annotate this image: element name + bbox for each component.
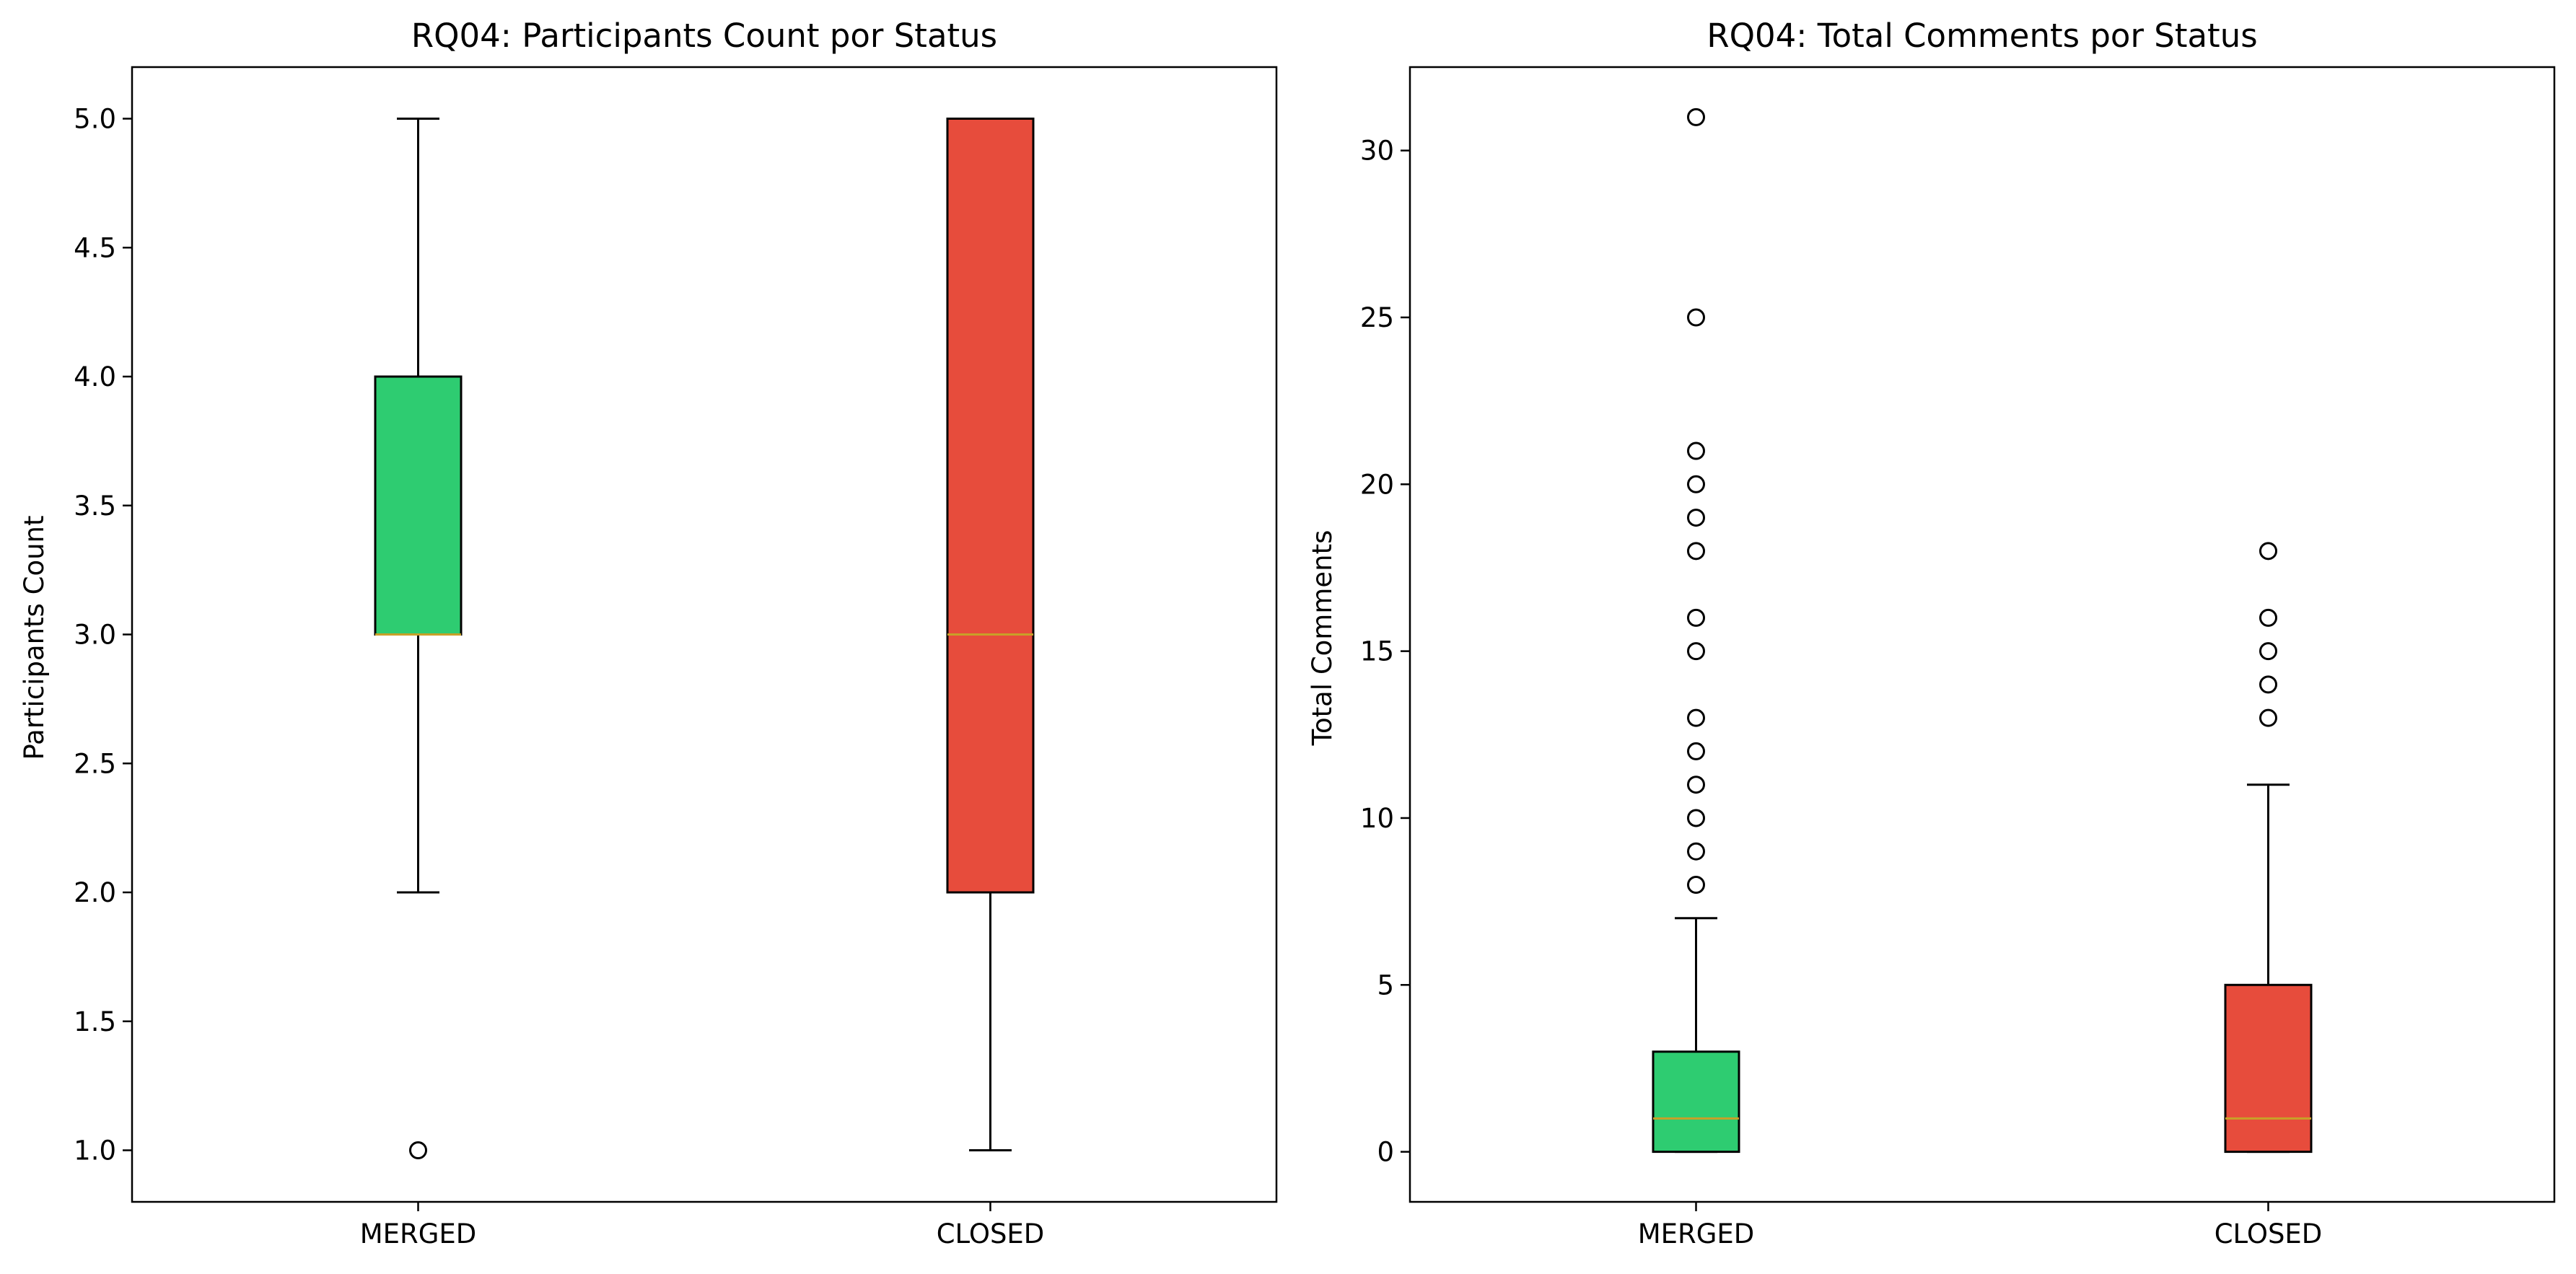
y-tick-label: 3.0	[74, 620, 116, 651]
outlier-point	[1687, 776, 1705, 794]
x-tick-label: MERGED	[360, 1218, 477, 1249]
outlier-point	[2259, 608, 2277, 627]
x-tick-label: MERGED	[1638, 1218, 1755, 1249]
y-tick-label: 25	[1360, 302, 1394, 333]
y-tick-label: 3.5	[74, 491, 116, 522]
outlier-point	[2259, 675, 2277, 694]
y-tick-label: 15	[1360, 636, 1394, 667]
box-merged	[374, 118, 463, 1159]
outlier-point	[1687, 107, 1705, 126]
y-tick-label: 4.5	[74, 232, 116, 263]
outlier-point	[1687, 742, 1705, 760]
outlier-point	[409, 1141, 427, 1159]
outlier-point	[1687, 708, 1705, 727]
outlier-point	[1687, 608, 1705, 627]
outlier-point	[1687, 475, 1705, 493]
y-tick-label: 5	[1377, 970, 1394, 1001]
y-tick-label: 5.0	[74, 104, 116, 135]
y-tick-label: 4.0	[74, 361, 116, 392]
x-tick-label: CLOSED	[937, 1218, 1045, 1249]
y-axis-label: Total Comments	[1307, 530, 1338, 747]
outlier-point	[2259, 708, 2277, 727]
chart-title: RQ04: Total Comments por Status	[1707, 17, 2257, 55]
chart-title: RQ04: Participants Count por Status	[411, 17, 997, 55]
outlier-point	[1687, 308, 1705, 327]
plot-frame	[131, 66, 1278, 1203]
outlier-point	[1687, 542, 1705, 561]
participants-count-chart: RQ04: Participants Count por Status Part…	[19, 17, 1278, 1249]
box-closed	[2224, 542, 2313, 1154]
x-tick-label: CLOSED	[2214, 1218, 2323, 1249]
y-tick-label: 10	[1360, 803, 1394, 834]
y-tick-label: 20	[1360, 469, 1394, 500]
y-tick-label: 30	[1360, 136, 1394, 167]
box-body	[2224, 983, 2313, 1154]
outlier-point	[2259, 542, 2277, 561]
outlier-point	[1687, 809, 1705, 827]
y-tick-label: 1.5	[74, 1006, 116, 1037]
box-merged	[1652, 107, 1740, 1154]
y-tick-label: 2.0	[74, 877, 116, 908]
total-comments-chart: RQ04: Total Comments por Status Total Co…	[1307, 17, 2556, 1249]
outlier-point	[1687, 875, 1705, 894]
y-tick-label: 0	[1377, 1137, 1394, 1168]
y-axis-label: Participants Count	[19, 516, 50, 760]
box-body	[1652, 1050, 1740, 1154]
outlier-point	[1687, 642, 1705, 661]
box-body	[946, 118, 1035, 894]
y-tick-label: 2.5	[74, 748, 116, 779]
outlier-point	[1687, 509, 1705, 527]
plot-frame	[1409, 66, 2556, 1203]
box-body	[374, 375, 463, 636]
outlier-point	[1687, 441, 1705, 460]
outlier-point	[2259, 642, 2277, 661]
outlier-point	[1687, 842, 1705, 861]
box-closed	[946, 118, 1035, 1151]
y-tick-label: 1.0	[74, 1135, 116, 1167]
